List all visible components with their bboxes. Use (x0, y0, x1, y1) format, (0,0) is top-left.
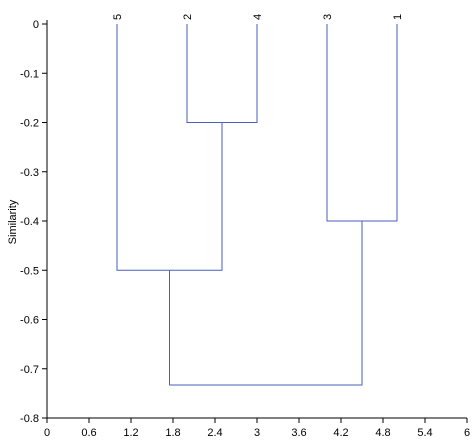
y-tick-label: -0.3 (20, 167, 39, 179)
dendrogram-branch (169, 221, 363, 386)
x-tick-label: 6 (464, 427, 470, 439)
x-tick-label: 3 (254, 427, 260, 439)
x-tick-label: 5.4 (417, 427, 432, 439)
leaf-label: 2 (182, 14, 194, 20)
y-tick-label: -0.5 (20, 265, 39, 277)
x-tick-label: 0.6 (81, 427, 96, 439)
leaf-label: 3 (322, 14, 334, 20)
x-tick-label: 3.6 (291, 427, 306, 439)
x-tick-label: 1.2 (123, 427, 138, 439)
y-tick-label: -0.1 (20, 68, 39, 80)
x-tick-label: 4.8 (375, 427, 390, 439)
y-axis-ticks: 0 -0.1 -0.2 -0.3 -0.4 -0.5 -0.6 -0.7 -0.8 (20, 19, 47, 425)
dendrogram-branch (186, 24, 258, 123)
leaf-labels: 5 2 4 3 1 (112, 14, 404, 20)
x-tick-label: 4.2 (333, 427, 348, 439)
x-axis-ticks: 0 0.6 1.2 1.8 2.4 3 3.6 4.2 4.8 5.4 6 (44, 418, 470, 439)
leaf-label: 5 (112, 14, 124, 20)
y-axis-label: Similarity (7, 199, 19, 244)
y-tick-label: -0.8 (20, 413, 39, 425)
y-tick-label: -0.4 (20, 216, 39, 228)
y-tick-label: -0.6 (20, 315, 39, 327)
leaf-label: 1 (392, 14, 404, 20)
x-tick-label: 2.4 (207, 427, 222, 439)
y-tick-label: -0.2 (20, 118, 39, 130)
x-tick-label: 0 (44, 427, 50, 439)
x-tick-label: 1.8 (165, 427, 180, 439)
y-tick-label: 0 (33, 19, 39, 31)
leaf-label: 4 (252, 14, 264, 20)
y-tick-label: -0.7 (20, 364, 39, 376)
dendrogram-branches (116, 24, 398, 386)
dendrogram-branch (116, 24, 223, 271)
dendrogram-branch (326, 24, 398, 222)
